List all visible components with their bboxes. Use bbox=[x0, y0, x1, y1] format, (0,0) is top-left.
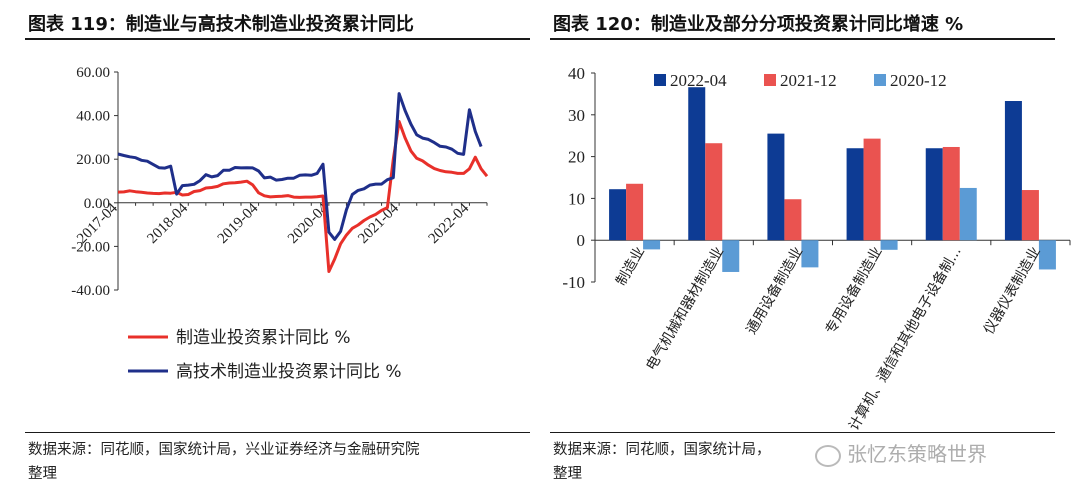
y-tick-label: 40 bbox=[568, 64, 585, 83]
series-line-1 bbox=[117, 120, 489, 273]
bar-2020-12-1 bbox=[643, 240, 661, 250]
right-source: 数据来源：同花顺，国家统计局， 整理 bbox=[553, 438, 771, 486]
left-chart-title: 图表 119：制造业与高技术制造业投资累计同比 bbox=[28, 14, 414, 35]
bar-2022-04-6 bbox=[1004, 101, 1022, 241]
y-tick-label: 0 bbox=[577, 231, 586, 250]
right-source-line2: 整理 bbox=[553, 466, 582, 482]
bar-2021-12-3 bbox=[784, 199, 802, 241]
y-tick-label: 20.00 bbox=[76, 152, 110, 168]
y-tick-label: -40.00 bbox=[71, 283, 110, 299]
left-source: 数据来源：同花顺，国家统计局，兴业证券经济与金融研究院 整理 bbox=[28, 438, 420, 486]
bar-2020-12-5 bbox=[959, 187, 977, 241]
category-label-1: 制造业 bbox=[613, 244, 648, 288]
bar-2021-12-6 bbox=[1021, 190, 1039, 241]
bar-2022-04-2 bbox=[688, 87, 706, 241]
left-source-rule bbox=[25, 432, 530, 433]
x-tick-label: 2019-04 bbox=[215, 200, 262, 247]
legend-swatch-2021-12 bbox=[764, 74, 776, 86]
x-tick-label: 2022-04 bbox=[426, 200, 473, 247]
y-tick-label: 10 bbox=[568, 189, 585, 208]
legend-label-2: 高技术制造业投资累计同比 % bbox=[176, 362, 402, 382]
left-source-line2: 整理 bbox=[28, 466, 57, 482]
bar-2020-12-4 bbox=[880, 240, 898, 250]
left-title-rule bbox=[25, 38, 530, 40]
legend-swatch-2020-12 bbox=[874, 74, 886, 86]
right-source-rule bbox=[550, 432, 1055, 433]
x-tick-label: 2018-04 bbox=[144, 200, 191, 247]
bar-2021-12-1 bbox=[626, 183, 644, 241]
right-chart-title: 图表 120：制造业及部分分项投资累计同比增速 % bbox=[553, 14, 964, 35]
watermark-text: 张忆东策略世界 bbox=[847, 442, 987, 466]
bar-2022-04-5 bbox=[925, 148, 943, 241]
watermark: 张忆东策略世界 bbox=[815, 438, 987, 467]
category-label-6: 仪器仪表制造业 bbox=[981, 244, 1044, 337]
y-tick-label: 0.00 bbox=[84, 196, 110, 212]
bar-2022-04-4 bbox=[846, 148, 864, 241]
left-source-line1: 数据来源：同花顺，国家统计局，兴业证券经济与金融研究院 bbox=[28, 442, 420, 458]
y-tick-label: 40.00 bbox=[76, 109, 110, 125]
bar-2020-12-6 bbox=[1038, 240, 1056, 270]
bar-2022-04-1 bbox=[609, 189, 627, 241]
legend-label-2021-12: 2021-12 bbox=[780, 71, 837, 90]
legend-swatch-2022-04 bbox=[654, 74, 666, 86]
y-tick-label: 20 bbox=[568, 148, 585, 167]
category-label-4: 专用设备制造业 bbox=[822, 244, 886, 337]
right-title-rule bbox=[550, 38, 1055, 40]
y-tick-label: -20.00 bbox=[71, 239, 110, 255]
series-line-2 bbox=[117, 92, 483, 241]
legend-label-2020-12: 2020-12 bbox=[890, 71, 947, 90]
category-label-3: 通用设备制造业 bbox=[743, 244, 807, 337]
bar-2020-12-3 bbox=[801, 240, 819, 268]
bar-2021-12-4 bbox=[863, 138, 881, 241]
wechat-icon bbox=[815, 444, 841, 467]
legend-label-2022-04: 2022-04 bbox=[670, 71, 727, 90]
y-tick-label: 30 bbox=[568, 106, 585, 125]
category-label-2: 电气机械和器材制造业 bbox=[643, 244, 727, 373]
bar-2020-12-2 bbox=[722, 240, 740, 272]
y-tick-label: 60.00 bbox=[76, 65, 110, 81]
legend-label-1: 制造业投资累计同比 % bbox=[176, 328, 351, 348]
bar-2022-04-3 bbox=[767, 133, 785, 241]
y-tick-label: -10 bbox=[562, 273, 585, 292]
bar-2021-12-2 bbox=[705, 143, 723, 241]
right-source-line1: 数据来源：同花顺，国家统计局， bbox=[553, 442, 771, 458]
bar-2021-12-5 bbox=[942, 146, 960, 241]
